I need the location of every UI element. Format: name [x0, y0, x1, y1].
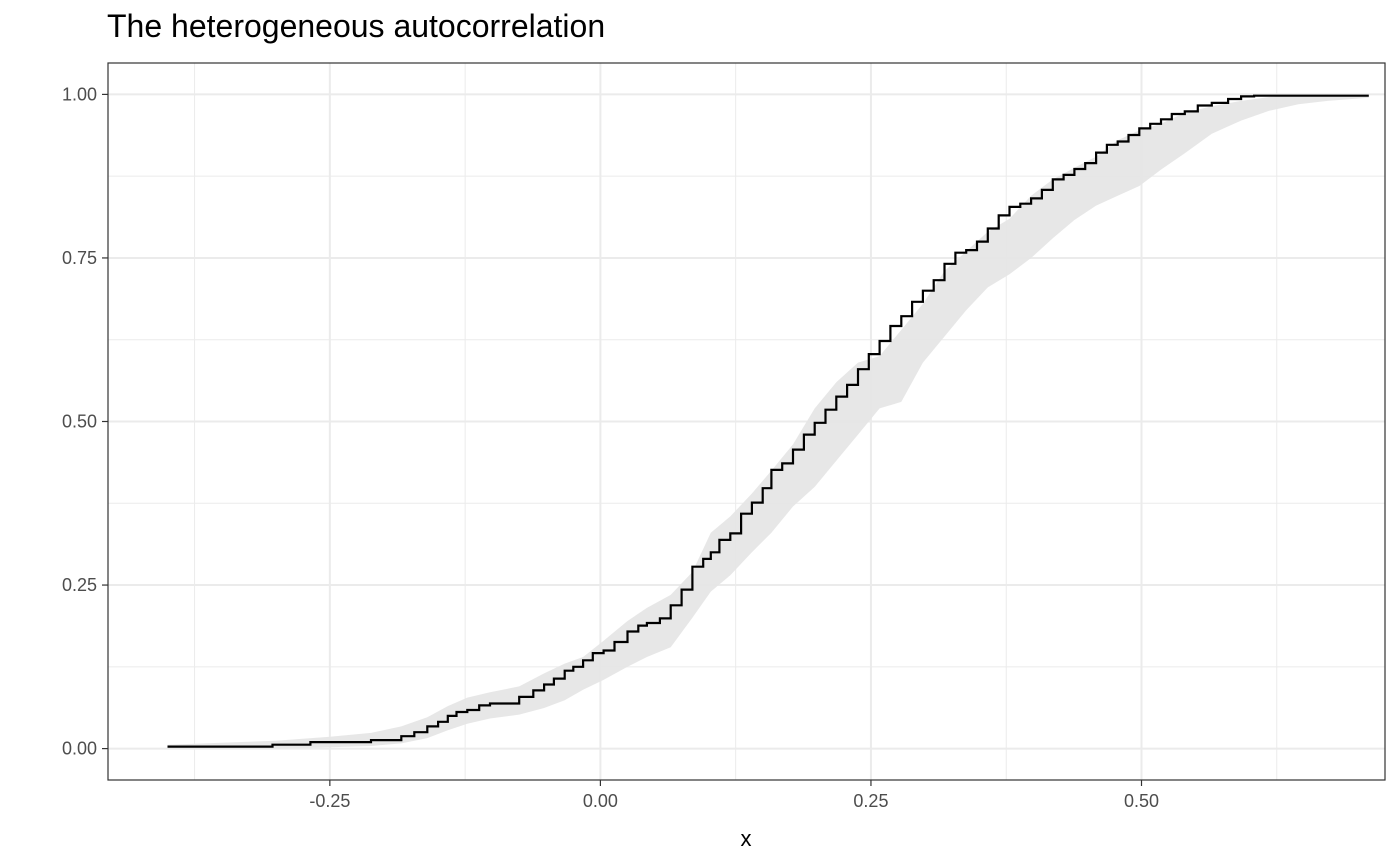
ecdf-line-layer	[167, 94, 1369, 748]
y-tick-label: 0.00	[62, 739, 97, 759]
ecdf-step-line	[167, 94, 1369, 748]
y-tick-label: 0.75	[62, 248, 97, 268]
tick-layer: -0.25 0.00 0.25 0.50 0.00 0.25 0.50 0.75 1.00	[62, 84, 1159, 811]
chart-title: The heterogeneous autocorrelation	[107, 8, 606, 44]
x-tick-label: 0.00	[583, 791, 618, 811]
y-tick-label: 0.50	[62, 412, 97, 432]
x-tick-label: 0.25	[853, 791, 888, 811]
grid-layer	[108, 63, 1385, 780]
x-tick-label: 0.50	[1124, 791, 1159, 811]
x-axis-title: x	[741, 826, 752, 851]
y-tick-label: 1.00	[62, 84, 97, 104]
y-tick-label: 0.25	[62, 575, 97, 595]
x-tick-label: -0.25	[309, 791, 350, 811]
